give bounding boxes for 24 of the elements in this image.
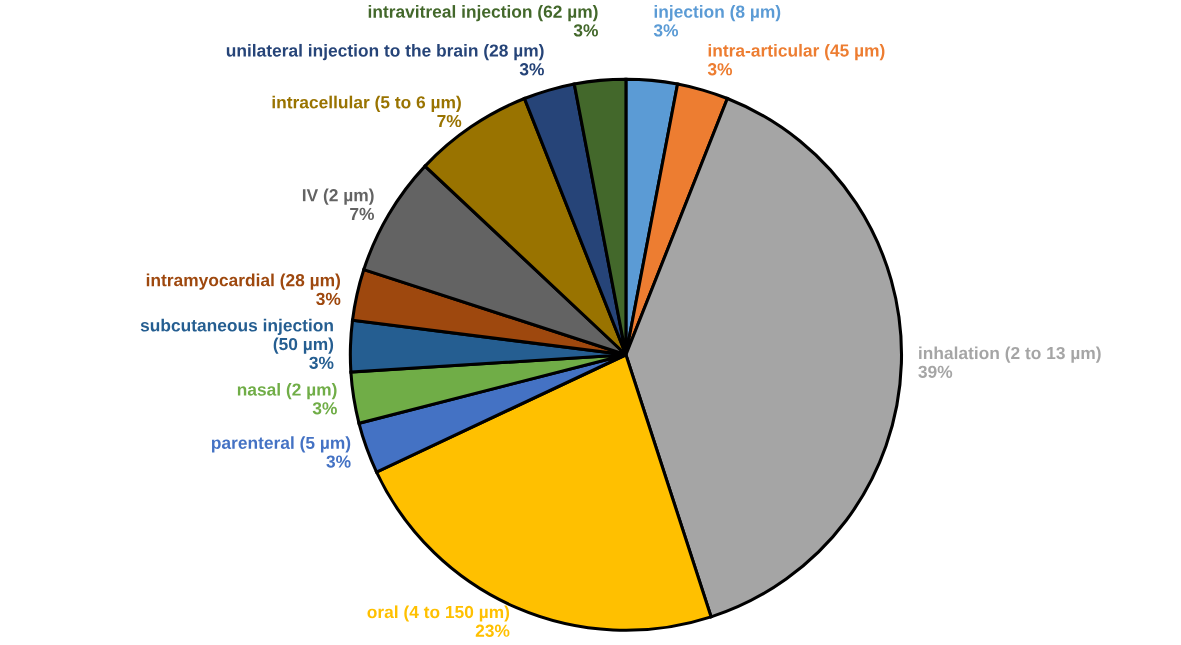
slice-label: subcutaneous injection (50 µm) [140, 318, 334, 354]
data-label: 7% [437, 114, 462, 128]
data-label: 3% [653, 24, 679, 37]
data-label: 3% [707, 63, 733, 76]
data-label: 3% [326, 455, 351, 468]
slice-label: oral (4 to 150 µm) [367, 605, 510, 622]
slice-label: parenteral (5 µm) [211, 436, 351, 453]
slice-label: injection (8 µm) [654, 5, 781, 22]
slice-label: inhalation (2 to 13 µm) [919, 346, 1101, 363]
data-label: 39% [918, 365, 953, 378]
slice-label: unilateral injection to the brain (28 µm) [226, 43, 544, 61]
slice-label: intra-articular (45 µm) [708, 43, 885, 61]
data-label: 3% [316, 292, 341, 306]
slice-label: intracellular (5 to 6 µm) [272, 95, 461, 112]
data-label: 3% [519, 63, 544, 76]
data-label: 3% [309, 356, 334, 369]
slice-label: intramyocardial (28 µm) [146, 273, 340, 290]
data-label: 3% [573, 24, 598, 37]
slice-label: IV (2 µm) [302, 188, 374, 205]
data-label: 3% [312, 402, 337, 415]
slice-label: intravitreal injection (62 µm) [368, 5, 598, 22]
slice-label: nasal (2 µm) [237, 383, 337, 400]
data-label: 7% [350, 207, 375, 221]
data-label: 23% [475, 624, 510, 637]
